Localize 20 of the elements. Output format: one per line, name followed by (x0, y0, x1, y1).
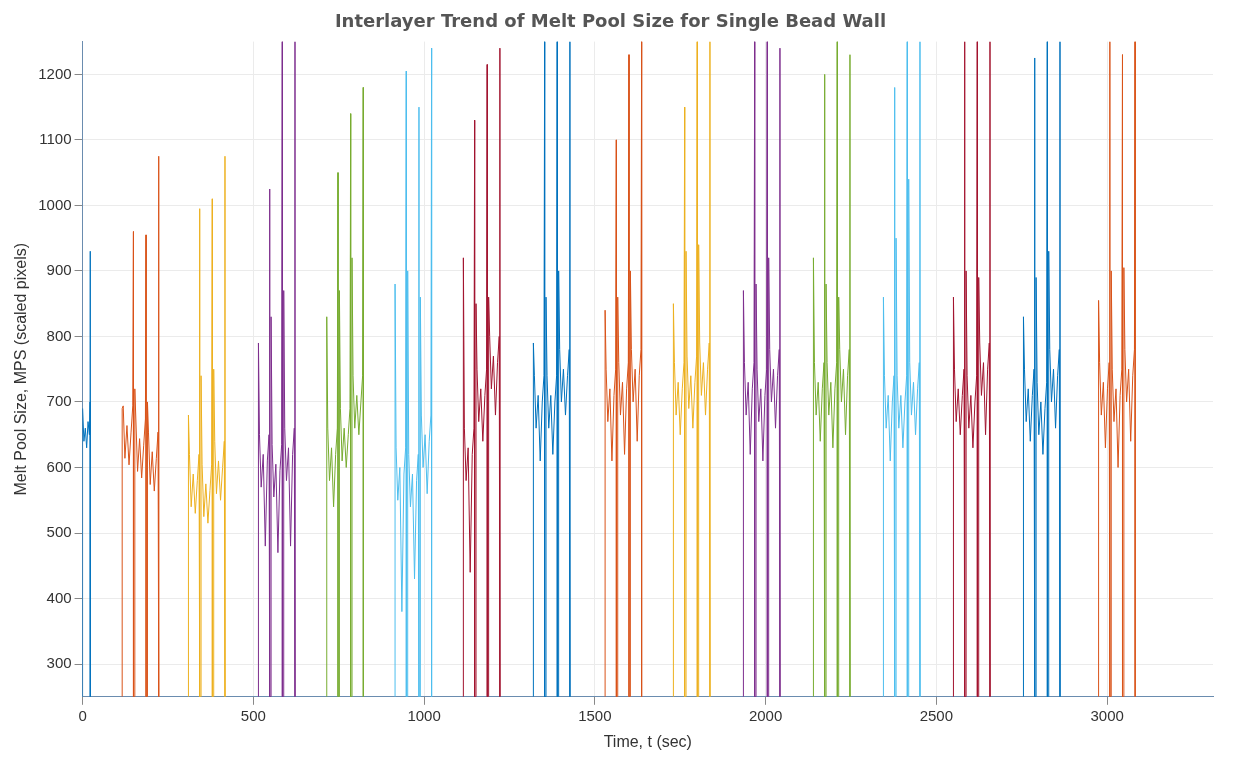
x-tick-label: 2500 (919, 706, 954, 724)
x-axis-title: Time, t (sec) (603, 732, 692, 750)
x-tick-label: 1500 (578, 706, 612, 724)
x-tick-label: 2000 (748, 706, 783, 724)
y-tick-label: 300 (46, 654, 72, 672)
x-tick-label: 500 (240, 706, 266, 724)
y-tick-label: 400 (46, 588, 72, 606)
y-tick-label: 700 (46, 392, 72, 410)
x-tick-label: 3000 (1090, 706, 1124, 724)
y-tick-label: 1100 (39, 130, 72, 148)
y-tick-label: 800 (46, 326, 72, 344)
x-tick-label: 1000 (407, 706, 441, 724)
y-tick-label: 1000 (38, 195, 72, 213)
chart-title: Interlayer Trend of Melt Pool Size for Single Bead Wall (334, 10, 887, 32)
y-tick-label: 500 (46, 523, 72, 541)
y-axis-title: Melt Pool Size, MPS (scaled pixels) (12, 242, 30, 496)
y-tick-label: 600 (46, 457, 72, 475)
x-tick-label: 0 (78, 706, 87, 724)
y-tick-label: 1200 (38, 64, 72, 82)
y-tick-label: 900 (46, 261, 72, 279)
